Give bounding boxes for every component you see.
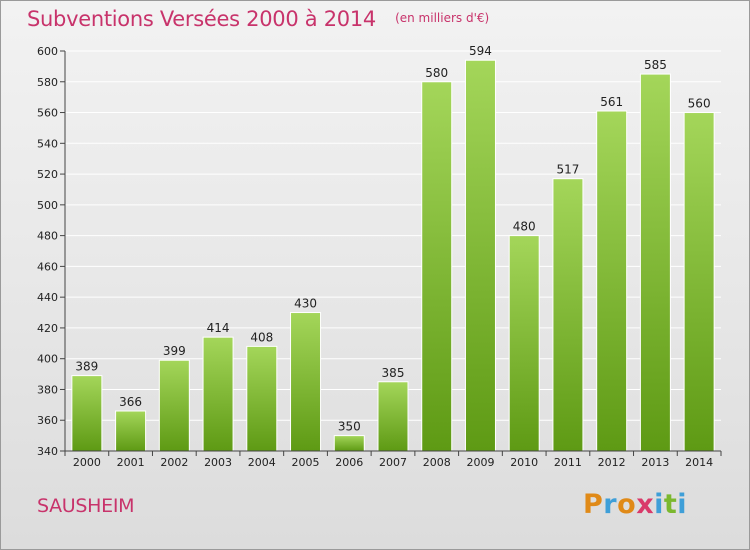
data-label: 480 [513, 220, 536, 234]
data-label: 560 [688, 97, 711, 111]
y-tick-label: 520 [37, 168, 58, 181]
x-tick-label: 2005 [292, 456, 320, 469]
x-tick-label: 2004 [248, 456, 276, 469]
x-tick-label: 2001 [117, 456, 145, 469]
y-tick-label: 420 [37, 322, 58, 335]
y-tick-label: 600 [37, 45, 58, 58]
data-label: 408 [250, 330, 273, 344]
x-tick-label: 2003 [204, 456, 232, 469]
bar [683, 112, 715, 452]
bar [421, 81, 453, 452]
value-labels: 389 366 399 414 408 430 350 385 580 594 480 517 561 5… [75, 44, 710, 433]
x-tick-label: 2012 [598, 456, 626, 469]
y-tick-label: 400 [37, 353, 58, 366]
data-label: 517 [556, 163, 579, 177]
bar [596, 110, 628, 452]
bar [508, 235, 540, 452]
bar [639, 73, 671, 452]
logo-letter: r [603, 489, 618, 520]
bar [464, 59, 496, 452]
logo-letter: o [617, 489, 637, 520]
entity-name: SAUSHEIM [37, 495, 135, 517]
proxiti-logo: Proxiti [583, 489, 687, 520]
data-label: 385 [382, 366, 405, 380]
chart-subtitle: (en milliers d'€) [395, 11, 490, 25]
bar [158, 359, 190, 452]
data-label: 366 [119, 395, 142, 409]
data-label: 580 [425, 66, 448, 80]
bar [290, 312, 322, 452]
chart-title: Subventions Versées 2000 à 2014 [27, 7, 376, 31]
x-tick-label: 2007 [379, 456, 407, 469]
x-tick-label: 2014 [685, 456, 713, 469]
bar [552, 178, 584, 452]
x-tick-label: 2010 [510, 456, 538, 469]
bar [115, 410, 147, 452]
data-label: 430 [294, 297, 317, 311]
data-label: 561 [600, 95, 623, 109]
bar [377, 381, 409, 452]
bar [202, 336, 234, 452]
data-label: 594 [469, 44, 492, 58]
y-tick-label: 440 [37, 291, 58, 304]
x-tick-label: 2002 [160, 456, 188, 469]
y-tick-label: 580 [37, 76, 58, 89]
x-axis: 2000 2001 2002 2003 2004 2005 2006 2007 2008 2009… [64, 450, 722, 469]
y-tick-label: 560 [37, 107, 58, 120]
x-tick-label: 2011 [554, 456, 582, 469]
bar [333, 435, 365, 452]
data-label: 350 [338, 420, 361, 434]
x-tick-label: 2009 [466, 456, 494, 469]
x-tick-label: 2013 [641, 456, 669, 469]
y-tick-label: 360 [37, 414, 58, 427]
y-tick-label: 540 [37, 137, 58, 150]
y-tick-label: 380 [37, 383, 58, 396]
data-label: 414 [207, 321, 230, 335]
y-tick-label: 460 [37, 260, 58, 273]
logo-letter: i [677, 489, 688, 520]
logo-letter: P [583, 489, 604, 520]
data-label: 399 [163, 344, 186, 358]
bar [71, 375, 103, 452]
bar [246, 345, 278, 452]
y-tick-label: 340 [37, 445, 58, 458]
y-tick-label: 500 [37, 199, 58, 212]
x-tick-label: 2000 [73, 456, 101, 469]
data-label: 389 [75, 360, 98, 374]
bars [71, 59, 715, 452]
logo-letter: x [636, 489, 655, 520]
y-tick-label: 480 [37, 230, 58, 243]
x-tick-label: 2006 [335, 456, 363, 469]
logo-letter: t [663, 489, 678, 520]
logo-letter: i [654, 489, 664, 520]
y-axis: 340 360 380 400 420 440 460 480 500 520 540 560 580 6… [37, 45, 66, 458]
data-label: 585 [644, 58, 667, 72]
title-row: Subventions Versées 2000 à 2014 (en mill… [27, 7, 489, 31]
x-tick-label: 2008 [423, 456, 451, 469]
